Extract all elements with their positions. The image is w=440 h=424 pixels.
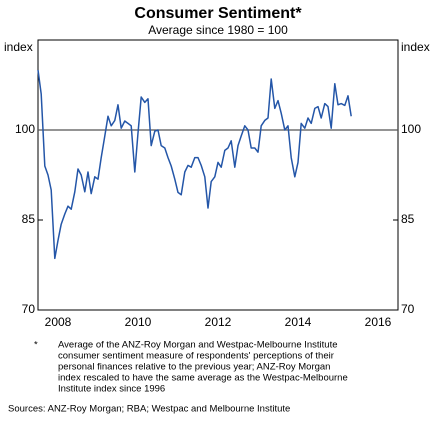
y2-tick-label: 100	[401, 122, 421, 136]
y-axis-label: index	[4, 40, 33, 54]
note-line: index rescaled to have the same average …	[58, 373, 348, 384]
y-tick-label: 70	[22, 302, 36, 316]
x-tick-label: 2014	[285, 315, 312, 329]
y2-tick-label: 85	[401, 212, 415, 226]
plot-frame	[37, 39, 399, 311]
y2-tick-label: 70	[401, 302, 415, 316]
y2-axis-label: index	[401, 40, 430, 54]
note-line: Average of the ANZ-Roy Morgan and Westpa…	[58, 340, 338, 351]
chart-subtitle: Average since 1980 = 100	[148, 23, 288, 37]
note-line: personal finances relative to the previo…	[58, 362, 330, 373]
sources: Sources: ANZ-Roy Morgan; RBA; Westpac an…	[8, 404, 290, 415]
note-marker: *	[34, 340, 38, 351]
note-line: consumer sentiment measure of respondent…	[58, 351, 334, 362]
chart-title: Consumer Sentiment*	[134, 5, 302, 22]
x-tick-label: 2010	[125, 315, 152, 329]
y-tick-label: 100	[15, 122, 35, 136]
x-tick-label: 2008	[45, 315, 72, 329]
data-line	[37, 69, 352, 260]
x-tick-label: 2016	[365, 315, 392, 329]
x-tick-label: 2012	[205, 315, 232, 329]
note-line: Institute index since 1996	[58, 384, 165, 395]
y-tick-label: 85	[22, 212, 36, 226]
